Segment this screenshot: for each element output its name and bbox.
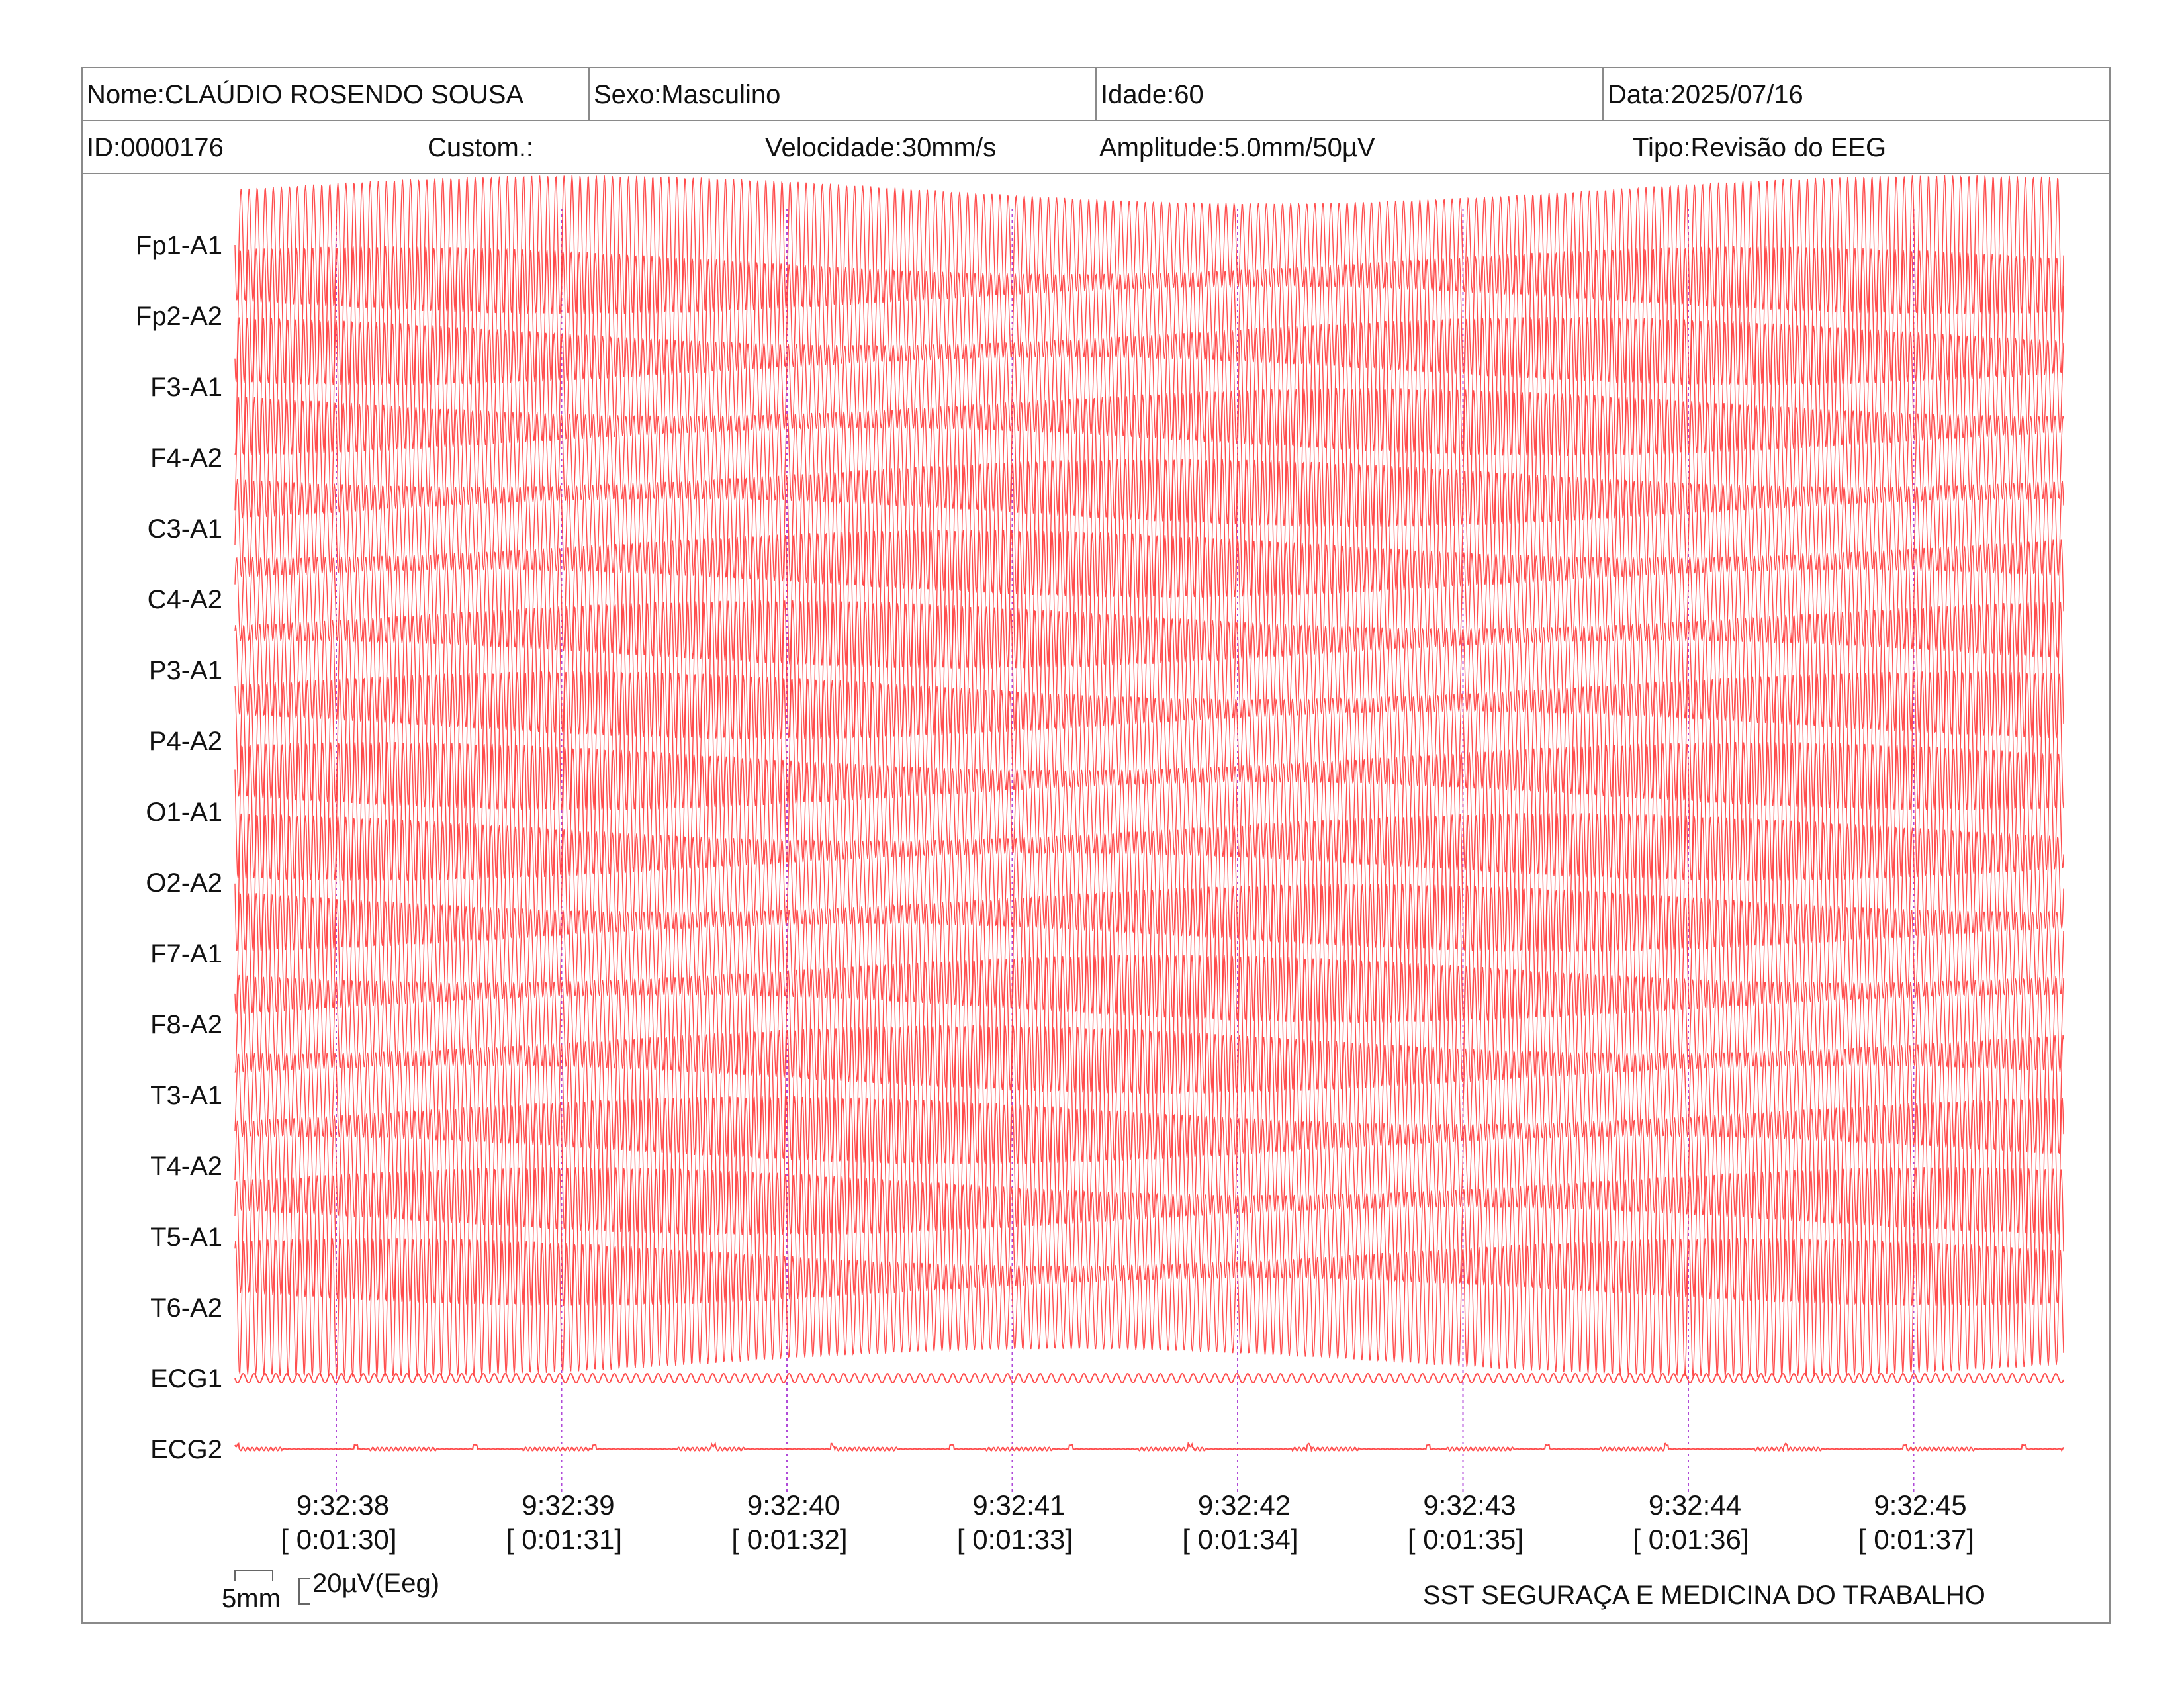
- header-row-1: Nome:CLAÚDIO ROSENDO SOUSA Sexo:Masculin…: [83, 68, 2109, 121]
- time-marker-elapsed: [ 0:01:32]: [731, 1524, 847, 1555]
- channel-trace: [234, 175, 2064, 314]
- channel-trace: [234, 1166, 2064, 1307]
- report-frame: Nome:CLAÚDIO ROSENDO SOUSA Sexo:Masculin…: [81, 67, 2111, 1624]
- time-marker-clock: 9:32:43: [1423, 1489, 1516, 1521]
- channel-label: P4-A2: [149, 727, 222, 756]
- channel-trace: [234, 316, 2064, 457]
- header-row-2: ID:0000176 Custom.: Velocidade:30mm/s Am…: [83, 121, 2109, 174]
- time-marker-clock: 9:32:38: [296, 1489, 389, 1521]
- channel-trace: [234, 459, 2064, 598]
- channel-label: F4-A2: [150, 444, 222, 473]
- channel-label: T4-A2: [150, 1152, 222, 1181]
- time-marker-elapsed: [ 0:01:36]: [1633, 1524, 1749, 1555]
- organization-name: SST SEGURAÇA E MEDICINA DO TRABALHO: [1423, 1581, 1985, 1610]
- time-scale-bar: [234, 1570, 273, 1581]
- channel-label: C3-A1: [148, 514, 222, 543]
- patient-name: Nome:CLAÚDIO ROSENDO SOUSA: [87, 80, 524, 109]
- time-marker-elapsed: [ 0:01:30]: [281, 1524, 396, 1555]
- custom-field: Custom.:: [428, 133, 534, 162]
- time-marker-clock: 9:32:44: [1649, 1489, 1741, 1521]
- channel-label: T3-A1: [150, 1081, 222, 1110]
- channel-trace: [234, 387, 2064, 527]
- time-marker-clock: 9:32:42: [1198, 1489, 1291, 1521]
- time-marker-clock: 9:32:41: [972, 1489, 1065, 1521]
- channel-label: ECG1: [150, 1364, 222, 1393]
- time-marker-clock: 9:32:45: [1874, 1489, 1966, 1521]
- review-type: Tipo:Revisão do EEG: [1633, 133, 1887, 162]
- channel-trace: [234, 954, 2064, 1094]
- time-marker-elapsed: [ 0:01:33]: [957, 1524, 1073, 1555]
- channel-label: ECG2: [150, 1435, 222, 1464]
- patient-sex: Sexo:Masculino: [588, 68, 1095, 120]
- time-marker-clock: 9:32:39: [522, 1489, 614, 1521]
- patient-age: Idade:60: [1095, 68, 1602, 120]
- time-marker-clock: 9:32:40: [747, 1489, 840, 1521]
- time-scale-label: 5mm: [222, 1584, 281, 1613]
- channel-trace: [234, 529, 2064, 669]
- channel-trace: [234, 246, 2064, 386]
- channel-trace: [234, 883, 2064, 1023]
- record-date: Data:2025/07/16: [1602, 68, 2111, 120]
- amplitude-scale-bar: [298, 1578, 310, 1605]
- channel-label: F3-A1: [150, 373, 222, 402]
- amplitude-scale-label: 20µV(Eeg): [312, 1569, 439, 1598]
- channel-label: T6-A2: [150, 1293, 222, 1323]
- time-marker-elapsed: [ 0:01:37]: [1858, 1524, 1974, 1555]
- channel-label: T5-A1: [150, 1223, 222, 1252]
- channel-label: P3-A1: [149, 656, 222, 685]
- channel-trace: [234, 812, 2064, 952]
- channel-label: Fp2-A2: [136, 302, 222, 331]
- time-marker-elapsed: [ 0:01:34]: [1182, 1524, 1298, 1555]
- record-id: ID:0000176: [87, 133, 224, 162]
- channel-trace: [234, 1237, 2064, 1378]
- channel-label: Fp1-A1: [136, 231, 222, 260]
- time-marker-elapsed: [ 0:01:35]: [1408, 1524, 1524, 1555]
- amplitude-setting: Amplitude:5.0mm/50µV: [1099, 133, 1375, 162]
- channel-trace: [234, 741, 2064, 882]
- channel-trace: [234, 1372, 2064, 1384]
- channel-trace: [234, 1025, 2064, 1165]
- channel-trace: [234, 600, 2064, 740]
- channel-label: F8-A2: [150, 1010, 222, 1039]
- channel-trace: [234, 671, 2064, 811]
- channel-label: C4-A2: [148, 585, 222, 614]
- channel-trace: [234, 1096, 2064, 1235]
- channel-trace: [234, 1441, 2064, 1453]
- channel-label: O1-A1: [146, 798, 222, 827]
- channel-label: F7-A1: [150, 939, 222, 968]
- time-marker-elapsed: [ 0:01:31]: [506, 1524, 622, 1555]
- channel-label: O2-A2: [146, 868, 222, 898]
- speed-setting: Velocidade:30mm/s: [765, 133, 997, 162]
